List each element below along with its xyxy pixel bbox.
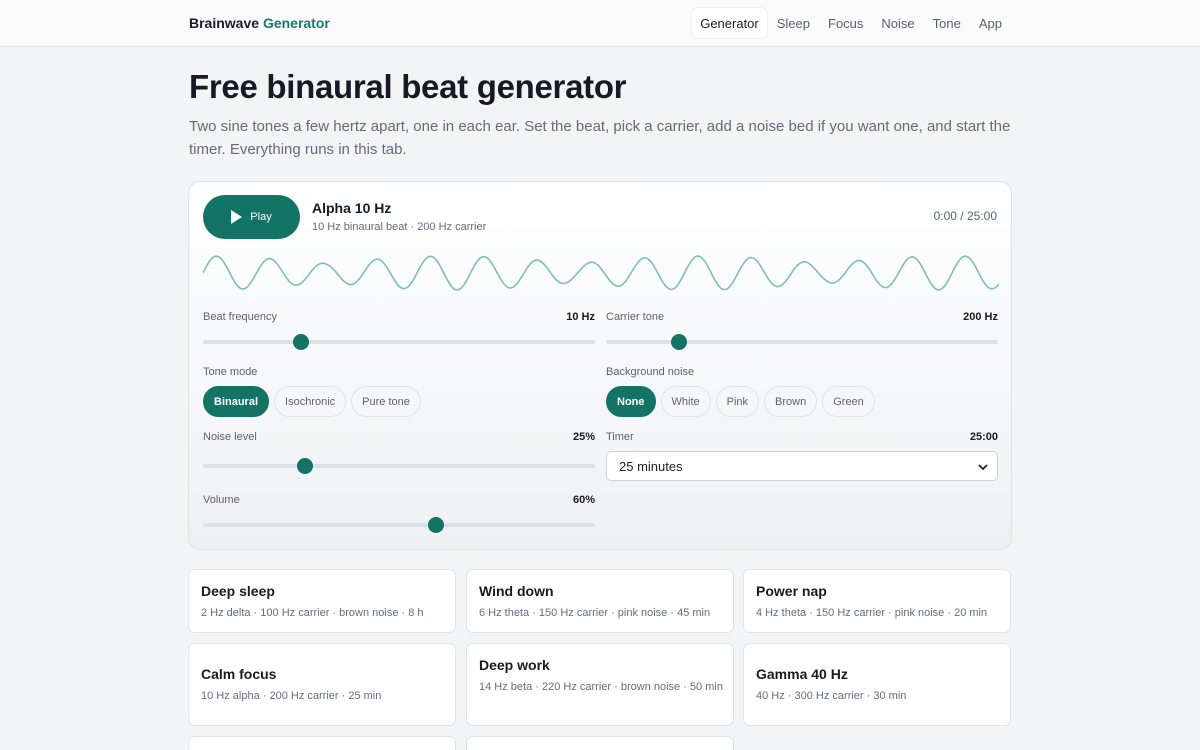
tone-mode-group: Binaural Isochronic Pure tone bbox=[203, 386, 421, 417]
preset-card-power-nap[interactable]: Power nap 4 Hz theta · 150 Hz carrier · … bbox=[743, 569, 1011, 633]
waveform-visualizer bbox=[203, 255, 999, 291]
noise-level-slider[interactable] bbox=[203, 457, 595, 475]
play-icon bbox=[231, 210, 243, 224]
slider-track bbox=[606, 340, 998, 344]
timer-value: 25:00 bbox=[969, 431, 998, 443]
noise-level-value: 25% bbox=[572, 431, 595, 443]
preset-description: 14 Hz beta · 220 Hz carrier · brown nois… bbox=[479, 681, 723, 693]
slider-track bbox=[203, 340, 595, 344]
noise-option-green[interactable]: Green bbox=[822, 386, 875, 417]
main-nav: Generator Sleep Focus Noise Tone App bbox=[692, 8, 1010, 38]
beat-frequency-slider[interactable] bbox=[203, 333, 595, 351]
brand-logo[interactable]: Brainwave Generator bbox=[189, 15, 330, 31]
top-bar: Brainwave Generator Generator Sleep Focu… bbox=[0, 0, 1200, 47]
slider-track bbox=[203, 523, 595, 527]
timer-label: Timer bbox=[606, 431, 634, 443]
noise-option-brown[interactable]: Brown bbox=[764, 386, 818, 417]
nav-item-focus[interactable]: Focus bbox=[828, 15, 864, 31]
chevron-down-icon bbox=[978, 464, 988, 471]
carrier-tone-label: Carrier tone bbox=[606, 311, 665, 323]
play-button[interactable]: Play bbox=[203, 195, 300, 239]
preset-description: 4 Hz theta · 150 Hz carrier · pink noise… bbox=[756, 607, 988, 619]
preset-card-deep-work[interactable]: Deep work 14 Hz beta · 220 Hz carrier · … bbox=[466, 643, 734, 726]
preset-card-gamma-40hz[interactable]: Gamma 40 Hz 40 Hz · 300 Hz carrier · 30 … bbox=[743, 643, 1011, 726]
nav-item-noise[interactable]: Noise bbox=[881, 15, 915, 31]
brand-accent: Generator bbox=[262, 15, 330, 31]
beat-frequency-label: Beat frequency bbox=[203, 311, 277, 323]
nav-item-generator[interactable]: Generator bbox=[692, 8, 767, 38]
waveform-line bbox=[203, 255, 999, 291]
track-subtitle: 10 Hz binaural beat · 200 Hz carrier bbox=[312, 221, 487, 233]
noise-level-label: Noise level bbox=[203, 431, 257, 443]
background-noise-group: None White Pink Brown Green bbox=[606, 386, 875, 417]
track-title: Alpha 10 Hz bbox=[312, 200, 392, 216]
tone-mode-label: Tone mode bbox=[203, 366, 258, 378]
background-noise-label: Background noise bbox=[606, 366, 695, 378]
volume-label: Volume bbox=[203, 494, 240, 506]
preset-description: 10 Hz alpha · 200 Hz carrier · 25 min bbox=[201, 690, 382, 702]
slider-thumb[interactable] bbox=[293, 334, 309, 350]
page-title: Free binaural beat generator bbox=[189, 68, 627, 105]
slider-thumb[interactable] bbox=[296, 458, 313, 474]
brand-name: Brainwave bbox=[189, 15, 260, 31]
preset-title: Gamma 40 Hz bbox=[756, 666, 848, 682]
beat-frequency-value: 10 Hz bbox=[566, 311, 595, 323]
preset-title: Power nap bbox=[756, 583, 827, 599]
preset-title: Deep sleep bbox=[201, 583, 275, 599]
timer-select[interactable]: 25 minutes bbox=[606, 451, 998, 481]
noise-option-none[interactable]: None bbox=[606, 386, 656, 417]
playback-time: 0:00 / 25:00 bbox=[933, 209, 997, 223]
carrier-tone-value: 200 Hz bbox=[963, 311, 998, 323]
carrier-tone-slider[interactable] bbox=[606, 333, 998, 351]
preset-card-calm-focus[interactable]: Calm focus 10 Hz alpha · 200 Hz carrier … bbox=[188, 643, 456, 726]
tone-mode-binaural[interactable]: Binaural bbox=[203, 386, 270, 417]
noise-option-white[interactable]: White bbox=[660, 386, 711, 417]
nav-item-app[interactable]: App bbox=[978, 15, 1002, 31]
play-label: Play bbox=[250, 211, 272, 223]
preset-card-wind-down[interactable]: Wind down 6 Hz theta · 150 Hz carrier · … bbox=[466, 569, 734, 633]
volume-slider[interactable] bbox=[203, 516, 595, 534]
preset-title: Deep work bbox=[479, 657, 550, 673]
preset-card-partial[interactable] bbox=[188, 736, 456, 750]
preset-description: 6 Hz theta · 150 Hz carrier · pink noise… bbox=[479, 607, 711, 619]
volume-value: 60% bbox=[572, 494, 595, 506]
preset-title: Wind down bbox=[479, 583, 554, 599]
preset-card-deep-sleep[interactable]: Deep sleep 2 Hz delta · 100 Hz carrier ·… bbox=[188, 569, 456, 633]
slider-thumb[interactable] bbox=[428, 517, 445, 533]
tone-mode-pure-tone[interactable]: Pure tone bbox=[351, 386, 421, 417]
preset-description: 2 Hz delta · 100 Hz carrier · brown nois… bbox=[201, 607, 424, 619]
slider-thumb[interactable] bbox=[670, 334, 687, 350]
timer-selected-option: 25 minutes bbox=[619, 458, 683, 474]
page-intro: Two sine tones a few hertz apart, one in… bbox=[189, 118, 1011, 158]
preset-description: 40 Hz · 300 Hz carrier · 30 min bbox=[756, 690, 907, 702]
preset-card-partial[interactable] bbox=[466, 736, 734, 750]
nav-item-sleep[interactable]: Sleep bbox=[776, 15, 810, 31]
slider-track bbox=[203, 464, 595, 468]
preset-title: Calm focus bbox=[201, 666, 277, 682]
player-card: Play Alpha 10 Hz 10 Hz binaural beat · 2… bbox=[188, 181, 1012, 550]
noise-option-pink[interactable]: Pink bbox=[715, 386, 760, 417]
tone-mode-isochronic[interactable]: Isochronic bbox=[274, 386, 347, 417]
nav-item-tone[interactable]: Tone bbox=[932, 15, 961, 31]
